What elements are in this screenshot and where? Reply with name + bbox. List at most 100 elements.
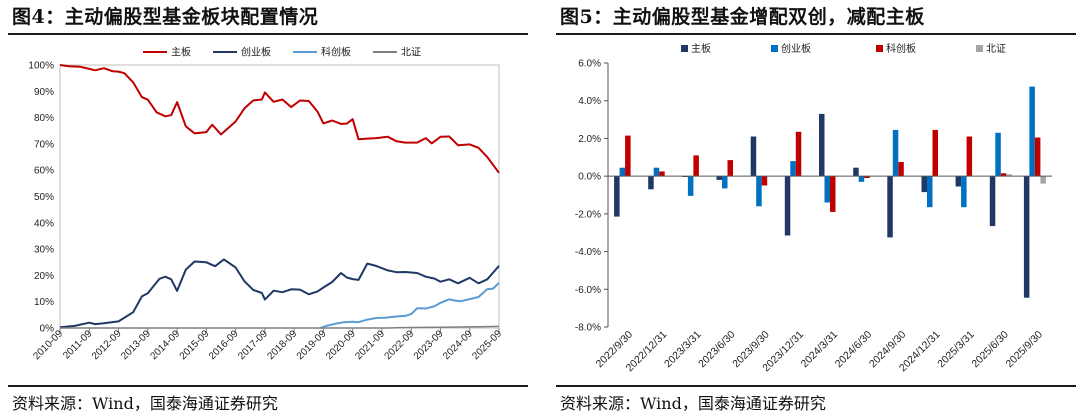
source-rule <box>556 385 1076 387</box>
y-tick-label: 20% <box>34 271 54 282</box>
bar-4 <box>1040 176 1046 184</box>
x-tick-label: 2023-09 <box>412 328 446 362</box>
figure-5-title: 图5：主动偏股型基金增配双创，减配主板 <box>560 6 925 28</box>
bar-2 <box>824 176 830 203</box>
bar-1 <box>614 176 620 217</box>
y-tick-label: 0.0% <box>578 172 601 183</box>
legend-label: 创业板 <box>241 46 271 59</box>
x-tick-label: 2019-09 <box>295 328 329 362</box>
bar-2 <box>1029 86 1035 177</box>
title-rule <box>8 33 528 35</box>
bar-2 <box>722 176 728 189</box>
bar-1 <box>750 136 757 177</box>
bar-3 <box>898 162 904 177</box>
y-tick-label: 60% <box>34 166 54 177</box>
x-tick-label: 2017-09 <box>236 328 270 362</box>
bar-2 <box>995 132 1001 177</box>
series-line-2 <box>59 258 500 329</box>
bar-1 <box>819 113 825 177</box>
line-chart: 0%10%20%30%40%50%60%70%80%90%100%2010-09… <box>28 46 504 363</box>
x-tick-label: 2018-09 <box>266 328 300 362</box>
bar-4 <box>1006 174 1012 177</box>
bar-1 <box>887 176 893 238</box>
bar-1 <box>921 176 927 193</box>
figure-4-title: 图4：主动偏股型基金板块配置情况 <box>12 6 319 28</box>
legend-label: 创业板 <box>781 42 811 55</box>
bar-1 <box>1023 176 1030 298</box>
legend-label: 科创板 <box>886 42 916 55</box>
bar-3 <box>864 176 870 178</box>
series-line-1 <box>59 64 500 174</box>
y-tick-label: 40% <box>34 218 54 229</box>
y-tick-label: 4.0% <box>578 96 601 107</box>
legend-label: 主板 <box>171 46 191 59</box>
source-rule <box>8 385 528 387</box>
x-tick-label: 2012-09 <box>90 328 124 362</box>
figure-4-panel: 图4：主动偏股型基金板块配置情况 0% 10% 20% 30% 40% 50% 60% 70%… <box>8 0 528 420</box>
bar-3 <box>966 136 973 177</box>
x-tick-label: 2024-09 <box>441 328 475 362</box>
bar-2 <box>892 129 899 177</box>
bar-2 <box>961 176 967 208</box>
legend-label: 北证 <box>401 47 421 59</box>
bar-3 <box>761 176 768 186</box>
bar-1 <box>784 176 791 236</box>
bar-3 <box>659 171 665 177</box>
bar-3 <box>1000 173 1007 177</box>
x-tick-label: 2013-09 <box>119 328 153 362</box>
y-tick-label: 70% <box>34 139 54 150</box>
legend-swatch <box>976 45 983 52</box>
x-tick-label: 2016-09 <box>207 328 241 362</box>
title-rule <box>556 33 1076 35</box>
bar-3 <box>795 131 802 177</box>
bar-2 <box>790 161 796 177</box>
series-line-3 <box>320 282 500 329</box>
bar-2 <box>619 167 626 177</box>
y-tick-label: 90% <box>34 87 54 98</box>
x-tick-label: 2015-09 <box>178 328 212 362</box>
y-tick-label: 10% <box>34 297 54 308</box>
y-tick-label: 6.0% <box>578 59 601 70</box>
x-tick-label: 2025-09 <box>470 328 504 362</box>
bar-2 <box>927 176 933 208</box>
y-tick-label: -6.0% <box>575 285 601 296</box>
bar-1 <box>955 176 962 187</box>
y-tick-label: 50% <box>34 192 54 203</box>
x-tick-label: 2020-09 <box>324 328 358 362</box>
x-tick-label: 2025/9/30 <box>1004 329 1046 371</box>
bar-1 <box>853 167 859 177</box>
bar-3 <box>1034 137 1041 177</box>
legend-swatch <box>876 45 883 52</box>
legend-swatch <box>681 45 688 52</box>
x-tick-label: 2011-09 <box>61 328 95 362</box>
y-tick-label: -4.0% <box>575 247 601 258</box>
x-tick-label: 2014-09 <box>148 328 182 362</box>
y-tick-label: -8.0% <box>575 323 601 334</box>
bar-2 <box>653 167 660 177</box>
y-tick-label: 0% <box>40 324 55 335</box>
y-tick-label: 2.0% <box>578 134 601 145</box>
bar-2 <box>756 176 762 207</box>
x-tick-label: 2022-09 <box>383 328 417 362</box>
bar-1 <box>648 176 654 190</box>
bar-1 <box>716 176 722 180</box>
series-line-4 <box>60 325 500 329</box>
figure-5-source: 资料来源：Wind，国泰海通证券研究 <box>560 394 826 413</box>
plot-area <box>59 64 500 329</box>
bar-2 <box>687 176 694 196</box>
legend-label: 主板 <box>691 42 711 55</box>
y-tick-label: -2.0% <box>575 209 601 220</box>
bar-1 <box>989 176 996 227</box>
bar-3 <box>625 135 631 177</box>
bar-3 <box>830 176 836 212</box>
figure-4-source: 资料来源：Wind，国泰海通证券研究 <box>12 394 278 413</box>
legend-label: 北证 <box>986 43 1006 55</box>
figure-5-panel: 图5：主动偏股型基金增配双创，减配主板 -8.0% -6.0% -4.0% -2.0%… <box>556 0 1076 420</box>
bar-3 <box>932 129 938 177</box>
x-tick-label: 2021-09 <box>353 328 387 362</box>
bar-3 <box>693 155 699 177</box>
legend-swatch <box>771 45 778 52</box>
y-tick-label: 80% <box>34 113 54 124</box>
bar-chart: -8.0%-6.0%-4.0%-2.0%0.0%2.0%4.0%6.0%2022… <box>575 42 1052 374</box>
legend-label: 科创板 <box>321 46 351 59</box>
